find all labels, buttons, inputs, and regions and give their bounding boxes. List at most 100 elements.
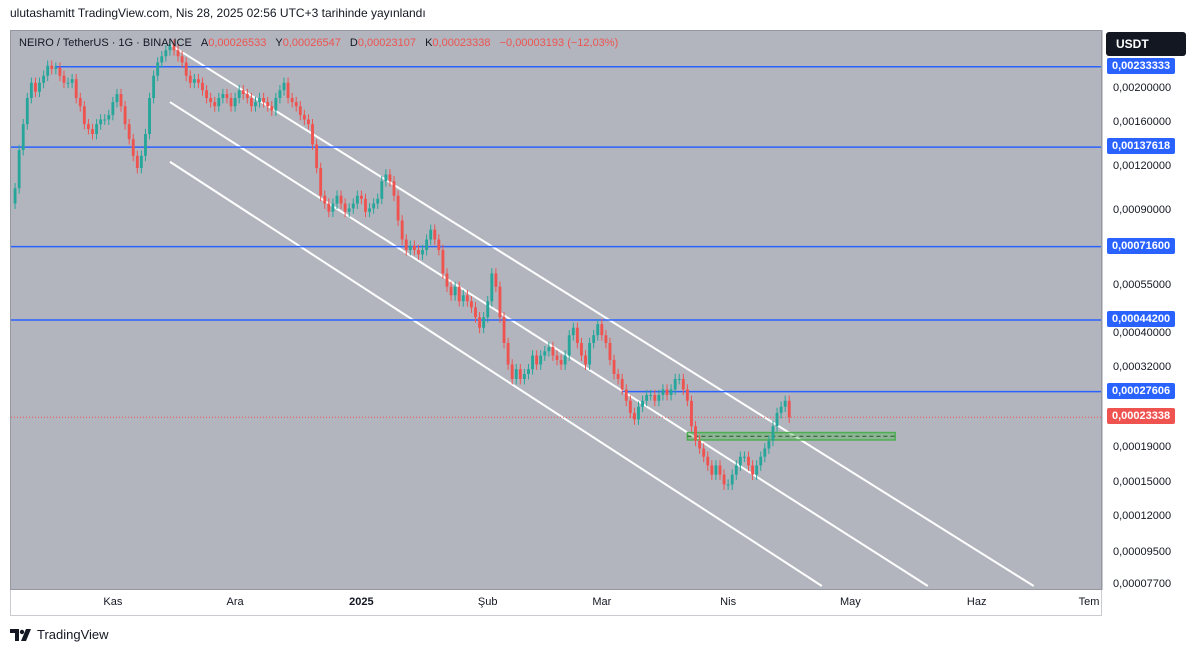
candle-body bbox=[127, 124, 131, 140]
candle-body bbox=[604, 335, 608, 344]
candle-body bbox=[730, 474, 734, 485]
time-tick-label: Ara bbox=[226, 596, 244, 608]
candle-body bbox=[518, 369, 522, 379]
candle-body bbox=[506, 343, 510, 365]
candle-body bbox=[498, 286, 502, 318]
time-axis[interactable]: Kas Ara 2025 Şub Mar Nis May Haz Tem bbox=[10, 590, 1102, 616]
candle-body bbox=[359, 195, 363, 199]
candle-body bbox=[702, 448, 706, 457]
level-price-badge: 0,00137618 bbox=[1107, 138, 1176, 155]
candle-body bbox=[567, 335, 571, 356]
candle-body bbox=[722, 474, 726, 485]
candle-body bbox=[172, 44, 176, 51]
candle-body bbox=[115, 94, 119, 103]
currency-button[interactable]: USDT bbox=[1106, 32, 1186, 56]
candle-body bbox=[123, 106, 127, 125]
candle-body bbox=[135, 155, 139, 168]
candle-body bbox=[139, 155, 143, 168]
channel-line-2 bbox=[169, 160, 823, 587]
candle-body bbox=[217, 98, 221, 107]
candle-body bbox=[91, 129, 94, 135]
candle-body bbox=[698, 440, 702, 449]
candle-body bbox=[319, 167, 323, 196]
candle-body bbox=[584, 355, 587, 365]
chart-area[interactable]: NEIRO / TetherUS · 1G · BINANCE A0,00026… bbox=[10, 30, 1102, 590]
candle-body bbox=[470, 301, 473, 308]
tradingview-footer[interactable]: TradingView bbox=[10, 627, 109, 642]
candle-body bbox=[254, 102, 257, 107]
candle-body bbox=[714, 465, 718, 475]
candle-body bbox=[107, 114, 111, 120]
candle-body bbox=[612, 359, 616, 374]
time-tick-label: Şub bbox=[477, 596, 498, 608]
candle-body bbox=[384, 174, 388, 182]
price-axis[interactable]: 0,002600000,002000000,001600000,00120000… bbox=[1102, 30, 1190, 590]
candle-body bbox=[457, 286, 461, 302]
candle-body bbox=[767, 440, 771, 449]
candle-body bbox=[237, 90, 241, 99]
high-label: Y bbox=[275, 37, 283, 49]
candle-body bbox=[600, 324, 604, 336]
candle-body bbox=[531, 355, 534, 370]
candle-body bbox=[282, 82, 286, 91]
candle-body bbox=[547, 347, 551, 352]
level-price-badge: 0,00071600 bbox=[1107, 237, 1176, 254]
candle-body bbox=[278, 90, 282, 99]
candle-body bbox=[29, 82, 33, 99]
candle-body bbox=[184, 62, 188, 76]
candle-body bbox=[596, 324, 600, 336]
candle-body bbox=[592, 335, 596, 344]
symbol-label[interactable]: NEIRO / TetherUS · 1G · BINANCE bbox=[19, 37, 192, 49]
candle-body bbox=[58, 67, 62, 76]
low-label: D bbox=[349, 37, 358, 49]
candle-body bbox=[21, 124, 25, 151]
candle-body bbox=[99, 119, 103, 125]
candle-body bbox=[653, 395, 657, 401]
candle-body bbox=[478, 317, 482, 328]
time-tick-label: Nis bbox=[720, 596, 737, 608]
price-tick-label: 0,00009500 bbox=[1113, 546, 1172, 559]
candle-body bbox=[62, 75, 66, 83]
candle-body bbox=[213, 102, 217, 107]
candle-body bbox=[482, 317, 486, 328]
chart-svg bbox=[11, 39, 1101, 587]
candle-body bbox=[465, 295, 469, 302]
candle-body bbox=[441, 250, 445, 274]
level-price-badge: 0,00044200 bbox=[1107, 311, 1176, 327]
axis-corner bbox=[1102, 590, 1190, 616]
candle-body bbox=[551, 347, 555, 356]
candle-body bbox=[783, 400, 787, 407]
candle-body bbox=[119, 94, 123, 107]
candle-body bbox=[298, 106, 302, 115]
price-tick-label: 0,00160000 bbox=[1113, 116, 1172, 129]
candle-body bbox=[747, 456, 750, 466]
candle-body bbox=[608, 343, 612, 360]
candle-body bbox=[779, 406, 783, 413]
candle-body bbox=[494, 273, 498, 287]
candle-body bbox=[46, 65, 50, 76]
time-tick-label: Kas bbox=[103, 596, 123, 608]
price-tick-label: 0,00040000 bbox=[1113, 327, 1172, 340]
candle-body bbox=[50, 65, 54, 69]
brand-name: TradingView bbox=[37, 627, 109, 642]
candle-body bbox=[535, 355, 539, 365]
candle-body bbox=[270, 106, 274, 111]
candle-body bbox=[221, 94, 225, 99]
price-tick-label: 0,00019000 bbox=[1113, 440, 1172, 453]
candle-body bbox=[331, 203, 335, 212]
candle-body bbox=[266, 102, 270, 107]
candle-body bbox=[685, 389, 689, 401]
candle-body bbox=[738, 456, 742, 466]
candle-body bbox=[148, 98, 151, 135]
candle-body bbox=[13, 188, 17, 204]
candle-body bbox=[38, 82, 41, 92]
candle-body bbox=[661, 389, 665, 396]
price-tick-label: 0,00055000 bbox=[1113, 278, 1172, 291]
candle-body bbox=[486, 301, 490, 318]
candle-body bbox=[249, 98, 253, 107]
candle-body bbox=[95, 124, 98, 135]
candle-body bbox=[543, 351, 547, 356]
candle-body bbox=[343, 203, 347, 212]
candle-body bbox=[408, 245, 412, 251]
candle-body bbox=[233, 98, 237, 107]
